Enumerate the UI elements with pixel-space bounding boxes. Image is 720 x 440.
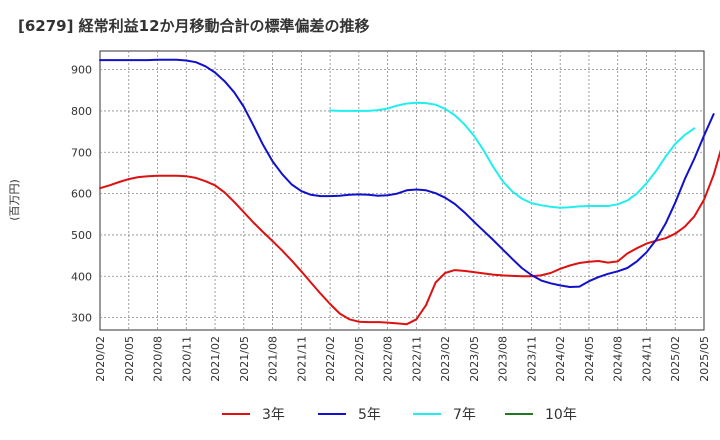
- x-tick-label: 2021/05: [238, 336, 251, 382]
- x-tick-labels: 2020/02 2020/05 2020/08 2020/11 2021/02 2021/…: [94, 336, 711, 382]
- x-tick-label: 2021/08: [267, 336, 280, 382]
- plot-area: [99, 50, 705, 331]
- y-tick-label: 700: [71, 146, 92, 159]
- x-tick-label: 2021/11: [295, 336, 308, 382]
- x-tick-label: 2024/02: [554, 336, 567, 382]
- chart-title: [6279] 経常利益12か月移動合計の標準偏差の推移: [18, 17, 370, 35]
- x-tick-label: 2023/08: [497, 336, 510, 382]
- x-tick-label: 2024/05: [583, 336, 596, 382]
- grid-lines: [100, 51, 704, 330]
- legend-label: 5年: [358, 407, 381, 423]
- legend-label: 7年: [453, 407, 476, 423]
- x-tick-label: 2021/02: [209, 336, 222, 382]
- x-tick-label: 2025/05: [698, 336, 711, 382]
- legend: 3年 5年 7年 10年: [222, 407, 577, 423]
- legend-label: 3年: [262, 407, 285, 423]
- y-tick-label: 300: [71, 312, 92, 325]
- x-tick-label: 2024/08: [612, 336, 625, 382]
- x-tick-label: 2020/05: [123, 336, 136, 382]
- legend-label: 10年: [545, 407, 577, 423]
- x-tick-label: 2023/02: [439, 336, 452, 382]
- x-tick-label: 2024/11: [640, 336, 653, 382]
- series-lines: [99, 58, 720, 326]
- x-tick-label: 2025/02: [669, 336, 682, 382]
- y-tick-label: 800: [71, 105, 92, 118]
- y-tick-label: 500: [71, 229, 92, 242]
- x-tick-label: 2022/05: [353, 336, 366, 382]
- y-tick-label: 900: [71, 64, 92, 77]
- y-tick-label: 400: [71, 270, 92, 283]
- series-line-3年: [99, 149, 720, 326]
- x-tick-label: 2022/02: [324, 336, 337, 382]
- y-tick-labels: 300 400 500 600 700 800 900: [71, 64, 92, 325]
- x-tick-label: 2023/05: [468, 336, 481, 382]
- x-tick-label: 2023/11: [525, 336, 538, 382]
- x-tick-label: 2022/08: [382, 336, 395, 382]
- y-axis-label: (百万円): [8, 179, 21, 221]
- y-tick-label: 600: [71, 188, 92, 201]
- x-tick-label: 2020/02: [94, 336, 107, 382]
- x-tick-label: 2022/11: [410, 336, 423, 382]
- series-line-7年: [329, 101, 696, 209]
- series-line-5年: [99, 58, 715, 288]
- x-tick-label: 2020/11: [180, 336, 193, 382]
- x-tick-label: 2020/08: [152, 336, 165, 382]
